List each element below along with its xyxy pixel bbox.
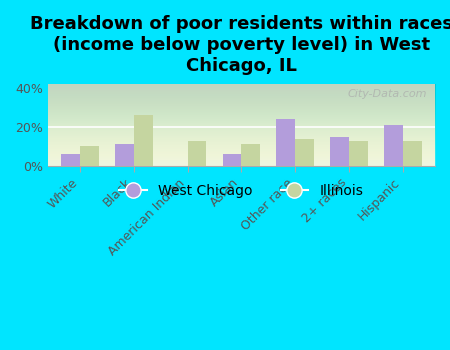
Bar <box>61 154 80 166</box>
Title: Breakdown of poor residents within races
(income below poverty level) in West
Ch: Breakdown of poor residents within races… <box>30 15 450 75</box>
Legend: West Chicago, Illinois: West Chicago, Illinois <box>114 178 369 203</box>
Bar <box>276 119 295 166</box>
Bar <box>295 139 314 166</box>
Bar <box>188 141 207 166</box>
Bar <box>330 137 349 166</box>
Bar <box>223 154 241 166</box>
Text: City-Data.com: City-Data.com <box>348 89 427 99</box>
Bar <box>384 125 403 166</box>
Bar <box>403 141 422 166</box>
Bar <box>349 141 368 166</box>
Bar <box>241 145 260 166</box>
Bar <box>134 116 153 166</box>
Bar <box>115 145 134 166</box>
Bar <box>80 146 99 166</box>
